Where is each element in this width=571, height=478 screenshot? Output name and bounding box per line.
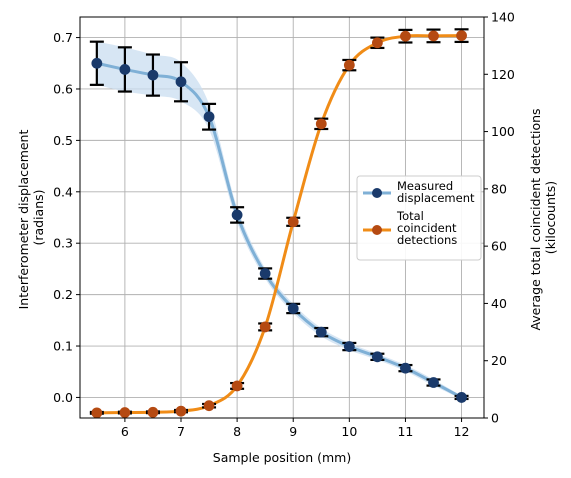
x-tick-label: 7 — [177, 424, 185, 439]
data-point-series-0 — [231, 209, 243, 221]
y-right-tick-label: 100 — [491, 124, 515, 139]
y-left-tick-label: 0.7 — [53, 30, 73, 45]
data-point-series-0 — [287, 303, 299, 314]
data-point-series-1 — [456, 30, 467, 42]
data-points — [91, 30, 467, 419]
data-point-series-1 — [428, 30, 439, 42]
data-point-series-1 — [400, 30, 411, 42]
y-right-tick-label: 0 — [491, 411, 499, 426]
data-point-series-0 — [315, 326, 327, 338]
y-axis-right-label-line2: (kilocounts) — [543, 181, 558, 254]
legend-box — [356, 175, 482, 261]
data-point-series-0 — [147, 69, 159, 81]
legend-label: displacement — [397, 191, 475, 205]
data-point-series-0 — [203, 111, 215, 123]
x-tick-label: 8 — [233, 424, 241, 439]
data-point-series-0 — [343, 341, 355, 352]
y-right-tick-label: 20 — [491, 353, 507, 368]
legend-label: coincident — [397, 221, 457, 235]
x-tick-label: 6 — [121, 424, 129, 439]
data-point-series-1 — [203, 400, 215, 412]
y-left-tick-label: 0.3 — [53, 236, 73, 251]
y-axis-left-label-line2: (radians) — [31, 189, 46, 245]
y-left-tick-label: 0.0 — [53, 390, 73, 405]
y-left-tick-label: 0.1 — [53, 339, 73, 354]
legend-label: Measured — [397, 179, 453, 193]
x-tick-label: 10 — [341, 424, 357, 439]
data-point-series-0 — [371, 351, 383, 363]
data-point-series-0 — [428, 377, 439, 388]
legend-label: detections — [397, 233, 457, 247]
legend-swatch-marker — [372, 188, 382, 198]
data-point-series-1 — [147, 406, 159, 418]
data-point-series-1 — [371, 37, 383, 49]
data-point-series-1 — [287, 216, 299, 228]
y-axis-left-label: Interferometer displacement (radians) — [16, 126, 46, 310]
data-point-series-1 — [343, 59, 355, 71]
x-tick-label: 9 — [289, 424, 297, 439]
legend-label: Total — [396, 209, 424, 223]
data-point-series-1 — [91, 407, 103, 419]
uncertainty-band-series-0 — [96, 41, 462, 399]
data-point-series-1 — [259, 321, 271, 333]
y-right-tick-label: 40 — [491, 296, 507, 311]
y-left-tick-label: 0.2 — [53, 287, 73, 302]
series-line-1 — [95, 34, 464, 415]
plot-frame — [79, 16, 485, 419]
y-left-tick-label: 0.5 — [53, 133, 73, 148]
data-point-series-0 — [119, 64, 131, 75]
data-point-series-0 — [175, 76, 187, 88]
x-tick-label: 11 — [397, 424, 413, 439]
data-point-series-1 — [231, 380, 243, 392]
data-point-series-0 — [91, 57, 103, 69]
data-point-series-0 — [456, 392, 467, 403]
x-tick-label: 12 — [454, 424, 470, 439]
data-point-series-0 — [259, 268, 271, 279]
y-right-tick-label: 140 — [491, 10, 515, 25]
y-left-tick-label: 0.6 — [53, 81, 73, 96]
y-axis-right-label-line1: Average total coincident detections — [528, 108, 543, 330]
data-point-series-1 — [315, 118, 327, 130]
y-right-tick-label: 120 — [491, 67, 515, 82]
data-point-series-1 — [119, 407, 131, 418]
uncertainty-band — [96, 41, 462, 399]
y-right-tick-label: 60 — [491, 239, 507, 254]
y-left-tick-label: 0.4 — [53, 184, 73, 199]
axes: 6 7 8 9 10 11 12 0.0 0.1 0.2 0.3 0.4 0.5 0.6 0.7 0 20 40 6… — [53, 10, 515, 440]
x-axis-label: Sample position (mm) — [213, 450, 351, 465]
data-point-series-1 — [175, 405, 187, 417]
y-right-tick-label: 80 — [491, 181, 507, 196]
legend-swatch-marker — [372, 225, 382, 235]
y-axis-left-label-line1: Interferometer displacement — [16, 130, 31, 310]
y-axis-right-label: Average total coincident detections (kil… — [528, 104, 558, 330]
data-point-series-0 — [400, 362, 411, 374]
